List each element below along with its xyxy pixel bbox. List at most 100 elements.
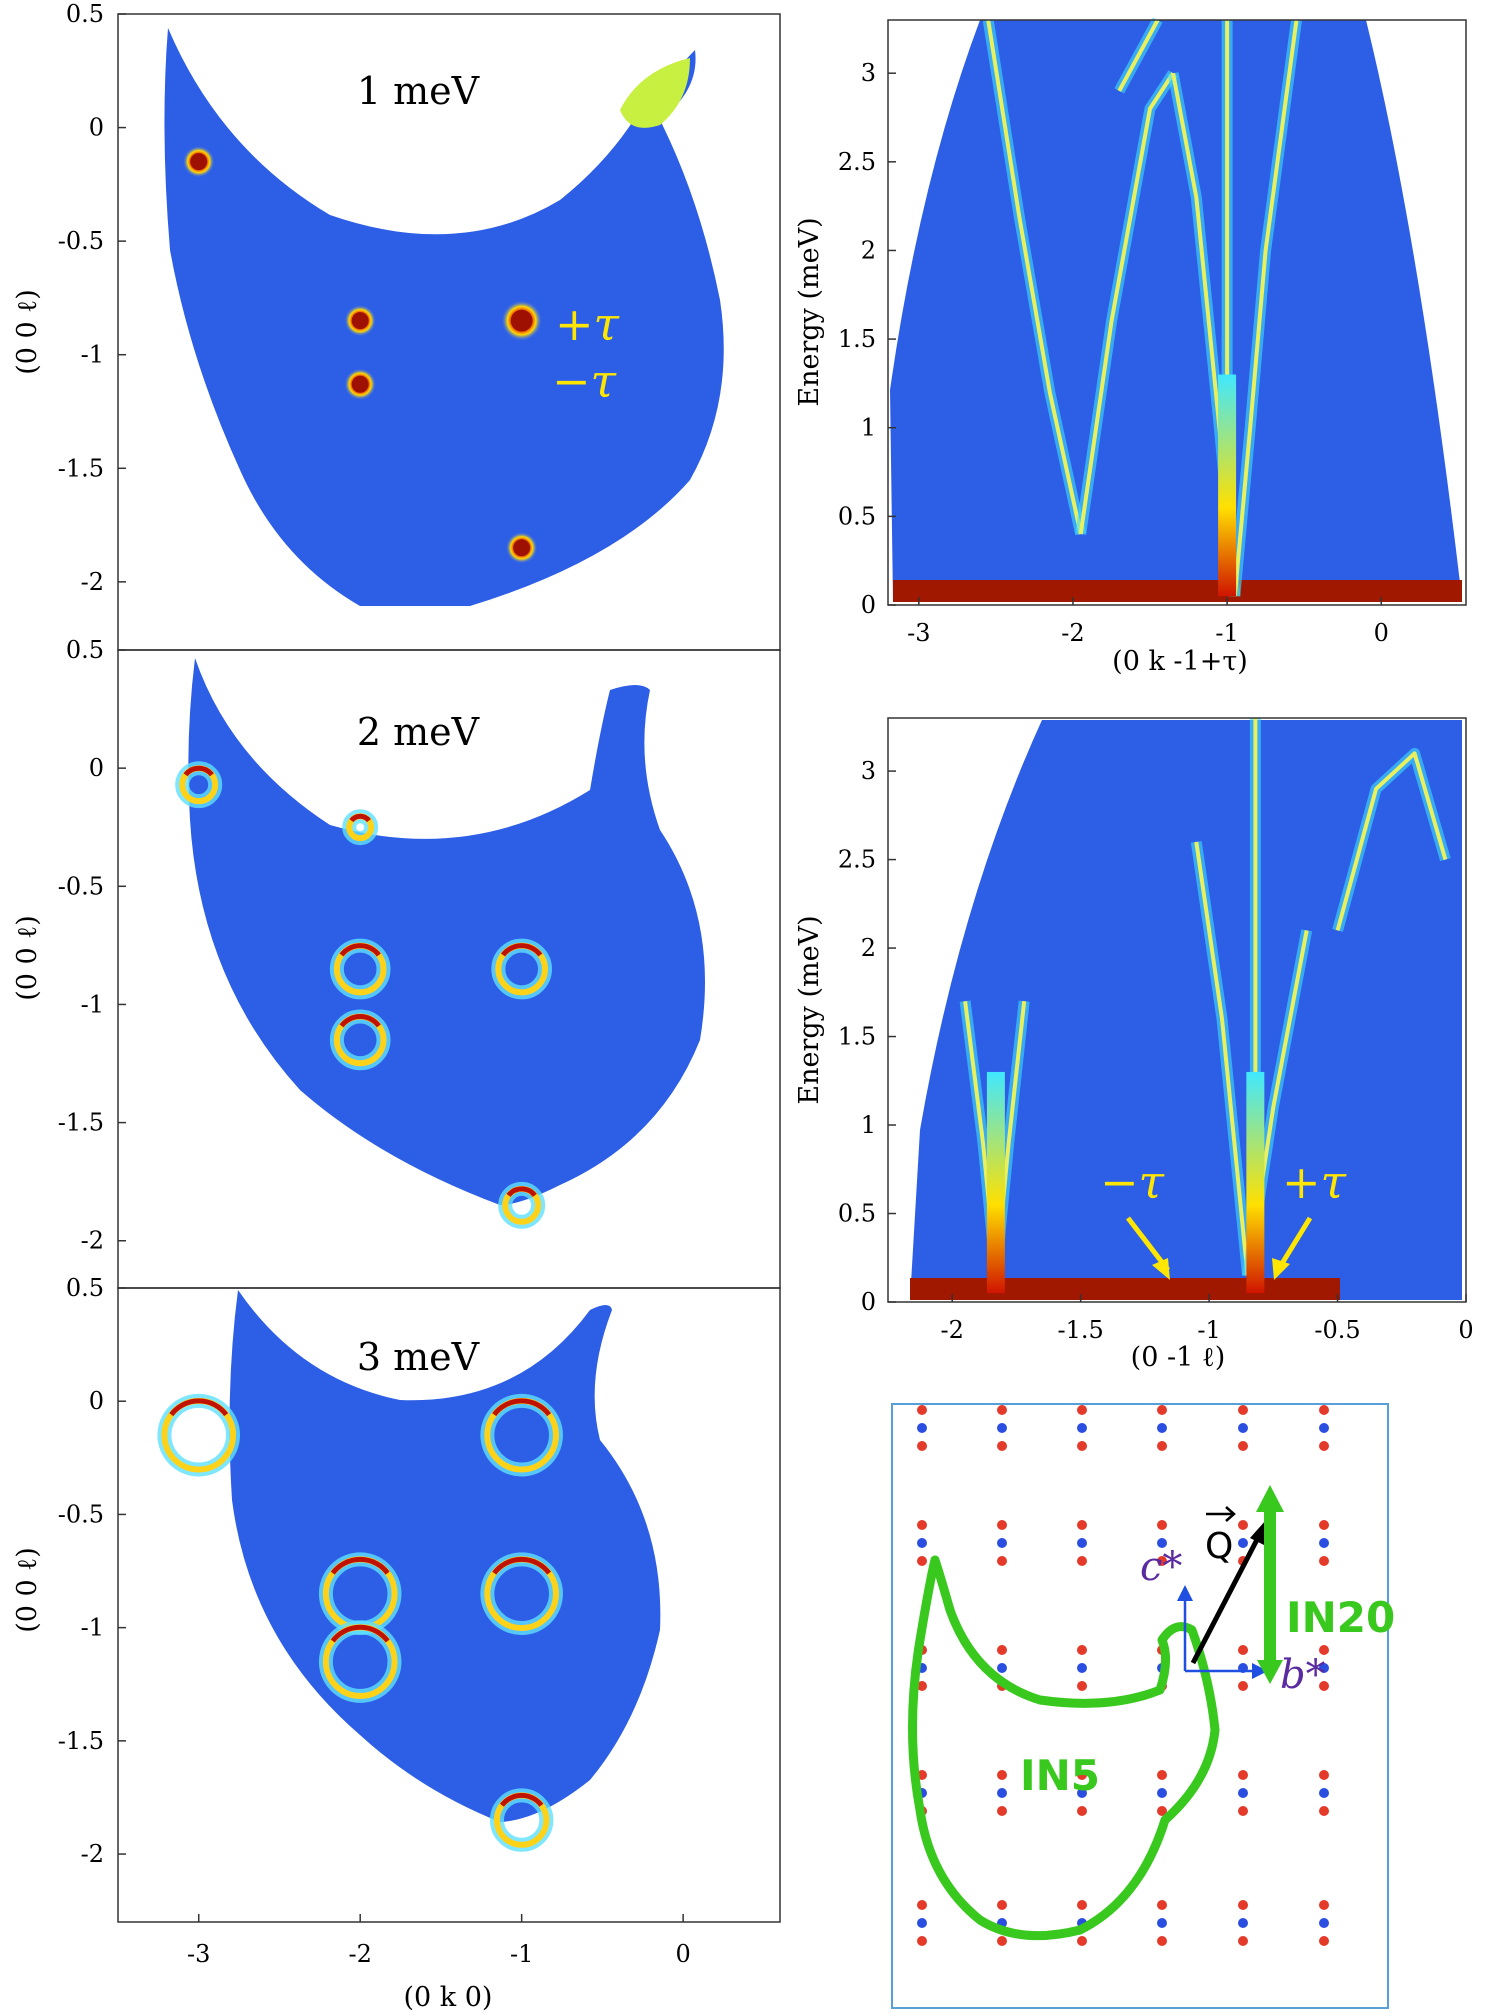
lattice-point-red bbox=[997, 1520, 1007, 1530]
lattice-point-blue bbox=[1238, 1538, 1248, 1548]
y-tick-label: 1 bbox=[861, 414, 876, 442]
ring-hot-arc bbox=[339, 943, 381, 957]
dispersion-branch bbox=[1117, 19, 1160, 92]
panel-title-1: 1 meV bbox=[357, 69, 480, 113]
x-tick-label: -2 bbox=[348, 1940, 371, 1968]
map-panel-3meV: 3 meV 0.5 0 -0.5 -1 -1.5 -2 -3 -2 -1 0 (0 0 ℓ) (… bbox=[12, 1274, 781, 2013]
b-star-arrowhead bbox=[1252, 1663, 1268, 1679]
x-axis-label: (0 -1 ℓ) bbox=[1131, 1342, 1226, 1373]
y-axis-label: Energy (meV) bbox=[794, 915, 825, 1104]
lattice-point-blue bbox=[1238, 1918, 1248, 1928]
lattice-point-red bbox=[917, 1900, 927, 1910]
lattice-point-red bbox=[917, 1520, 927, 1530]
q-label: Q bbox=[1205, 1526, 1233, 1567]
lattice-point-red bbox=[1157, 1405, 1167, 1415]
y-tick-label: -2 bbox=[81, 1840, 104, 1868]
y-tick-label: -1.5 bbox=[58, 1109, 104, 1137]
ring-hot-arc bbox=[492, 1398, 552, 1417]
y-ticks: 0.5 0 -0.5 -1 -1.5 -2 bbox=[58, 1274, 126, 1868]
lattice-point-blue bbox=[997, 1788, 1007, 1798]
lattice-point-red bbox=[1319, 1770, 1329, 1780]
lattice-point-red bbox=[1077, 1770, 1087, 1780]
lattice-point-blue bbox=[917, 1538, 927, 1548]
q-overarrow bbox=[1206, 1506, 1236, 1522]
in20-label: IN20 bbox=[1286, 1593, 1395, 1642]
lattice-points bbox=[917, 1405, 1329, 1946]
lattice-point-red bbox=[1238, 1936, 1248, 1946]
annotation-minus-tau: −τ bbox=[1100, 1155, 1166, 1209]
lattice-point-red bbox=[1157, 1520, 1167, 1530]
coverage-region bbox=[164, 28, 724, 606]
lattice-point-red bbox=[1238, 1441, 1248, 1451]
y-tick-label: 0 bbox=[861, 1288, 876, 1316]
y-tick-label: -2 bbox=[81, 568, 104, 596]
lattice-point-red bbox=[1319, 1900, 1329, 1910]
y-tick-label: 2.5 bbox=[838, 148, 876, 176]
x-tick-label: -2 bbox=[941, 1316, 964, 1344]
ring-hot-arc bbox=[492, 1556, 552, 1575]
ring-hot-arc bbox=[330, 1624, 390, 1643]
lattice-point-blue bbox=[1319, 1918, 1329, 1928]
lattice-point-red bbox=[997, 1806, 1007, 1816]
coverage-blob bbox=[620, 58, 690, 128]
y-tick-label: -0.5 bbox=[58, 227, 104, 255]
bragg-spot bbox=[190, 153, 208, 171]
lattice-point-blue bbox=[917, 1423, 927, 1433]
lattice-point-red bbox=[997, 1770, 1007, 1780]
lattice-point-red bbox=[1077, 1556, 1087, 1566]
y-tick-label: 0 bbox=[861, 591, 876, 619]
ring-features bbox=[157, 1393, 563, 1852]
arrow-plus-tau-head bbox=[1272, 1258, 1290, 1280]
lattice-point-red bbox=[917, 1441, 927, 1451]
dispersion-curves bbox=[982, 17, 1302, 597]
lattice-point-red bbox=[997, 1556, 1007, 1566]
lattice-point-red bbox=[1077, 1900, 1087, 1910]
dispersion-branch bbox=[986, 19, 1083, 535]
lattice-point-blue bbox=[1077, 1788, 1087, 1798]
y-tick-label: -1 bbox=[81, 990, 104, 1018]
x-ticks: -3 -2 -1 0 bbox=[187, 1914, 691, 1968]
lattice-point-red bbox=[1077, 1520, 1087, 1530]
lattice-point-blue bbox=[997, 1423, 1007, 1433]
y-tick-label: 2 bbox=[861, 236, 876, 264]
lattice-point-blue bbox=[1157, 1918, 1167, 1928]
bragg-spot bbox=[510, 309, 533, 332]
y-tick-label: 1.5 bbox=[838, 1023, 876, 1051]
elastic-band bbox=[910, 1278, 1340, 1300]
y-tick-label: -1.5 bbox=[58, 454, 104, 482]
lattice-point-blue bbox=[1157, 1423, 1167, 1433]
lattice-point-red bbox=[1238, 1520, 1248, 1530]
panel-title-3: 3 meV bbox=[357, 1335, 480, 1379]
coverage-region bbox=[890, 20, 1462, 600]
x-tick-label: -2 bbox=[1061, 619, 1084, 647]
lattice-point-red bbox=[917, 1681, 927, 1691]
annotation-plus-tau: +τ bbox=[555, 297, 621, 351]
bragg-spots bbox=[182, 145, 543, 564]
lattice-point-red bbox=[997, 1441, 1007, 1451]
arrow-minus-tau-head bbox=[1152, 1258, 1170, 1280]
lattice-point-red bbox=[1157, 1770, 1167, 1780]
lattice-point-red bbox=[917, 1556, 927, 1566]
lattice-point-red bbox=[917, 1405, 927, 1415]
lattice-point-red bbox=[997, 1936, 1007, 1946]
x-tick-label: 0 bbox=[1458, 1316, 1473, 1344]
y-tick-label: -0.5 bbox=[58, 1500, 104, 1528]
c-star-arrowhead bbox=[1177, 1585, 1193, 1601]
lattice-point-red bbox=[1319, 1441, 1329, 1451]
y-ticks: 0 0.5 1 1.5 2 2.5 3 bbox=[838, 59, 896, 619]
lattice-point-blue bbox=[1077, 1538, 1087, 1548]
lattice-point-red bbox=[1319, 1645, 1329, 1655]
y-tick-label: -0.5 bbox=[58, 872, 104, 900]
in5-label: IN5 bbox=[1020, 1751, 1100, 1800]
lattice-point-blue bbox=[1077, 1423, 1087, 1433]
lattice-point-red bbox=[917, 1936, 927, 1946]
y-tick-label: -2 bbox=[81, 1227, 104, 1255]
ring-features bbox=[175, 761, 552, 1229]
in20-arrowhead-top bbox=[1256, 1485, 1284, 1512]
lattice-point-blue bbox=[1319, 1538, 1329, 1548]
y-tick-label: -1.5 bbox=[58, 1727, 104, 1755]
x-tick-label: -1 bbox=[1215, 619, 1238, 647]
b-star-label: b* bbox=[1280, 1652, 1326, 1698]
lattice-point-red bbox=[1238, 1681, 1248, 1691]
x-tick-label: -3 bbox=[907, 619, 930, 647]
